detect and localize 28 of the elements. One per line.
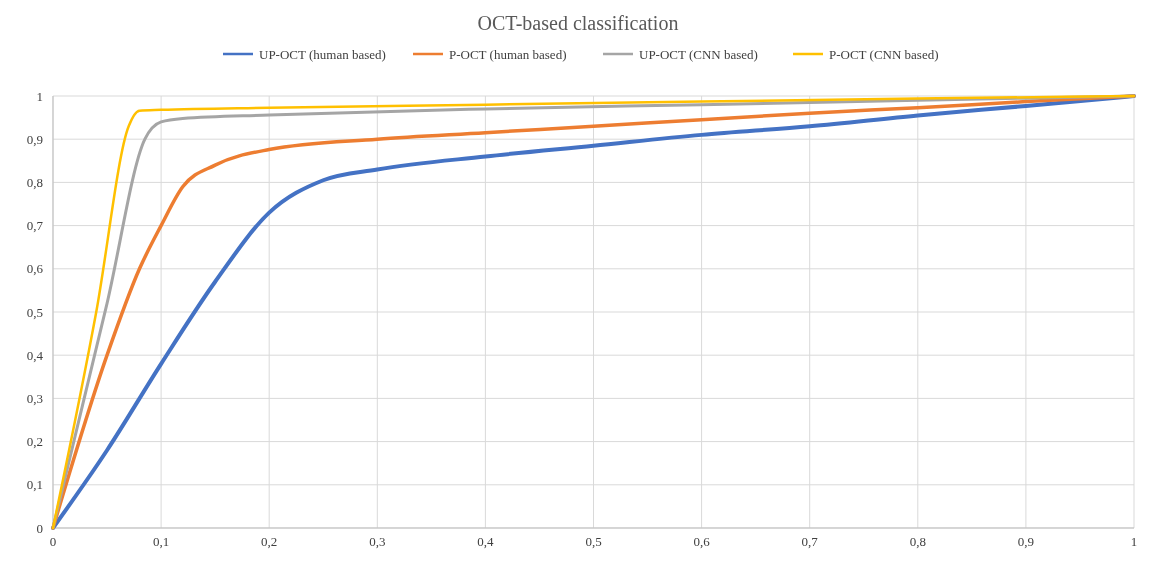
y-tick-label: 0,4 xyxy=(26,347,44,363)
x-tick-label: 0,6 xyxy=(693,534,711,549)
legend-label: P-OCT (CNN based) xyxy=(829,46,939,62)
x-tick-label: 0,4 xyxy=(477,534,495,549)
y-tick-label: 0,7 xyxy=(26,218,44,234)
y-tick-label: 0,6 xyxy=(26,261,44,277)
y-tick-label: 0,1 xyxy=(26,477,43,493)
y-tick-label: 1 xyxy=(36,88,43,104)
y-tick-label: 0,3 xyxy=(26,390,43,406)
x-tick-label: 0,8 xyxy=(909,534,926,549)
legend-label: UP-OCT (human based) xyxy=(259,46,386,62)
x-tick-label: 1 xyxy=(1130,534,1138,549)
chart-title: OCT-based classification xyxy=(477,12,679,34)
y-tick-label: 0,2 xyxy=(26,434,43,450)
x-tick-label: 0,1 xyxy=(152,534,170,549)
legend-label: P-OCT (human based) xyxy=(449,46,567,62)
y-tick-label: 0,9 xyxy=(26,131,43,147)
x-tick-label: 0 xyxy=(49,534,57,549)
x-tick-label: 0,9 xyxy=(1017,534,1035,549)
y-tick-label: 0 xyxy=(36,520,43,536)
x-tick-label: 0,7 xyxy=(801,534,819,549)
x-tick-label: 0,3 xyxy=(369,534,386,549)
y-tick-label: 0,8 xyxy=(26,174,43,190)
x-tick-label: 0,5 xyxy=(585,534,602,549)
legend-label: UP-OCT (CNN based) xyxy=(639,46,758,62)
y-tick-label: 0,5 xyxy=(26,304,43,320)
line-series xyxy=(51,94,1136,530)
x-tick-label: 0,2 xyxy=(261,534,278,549)
